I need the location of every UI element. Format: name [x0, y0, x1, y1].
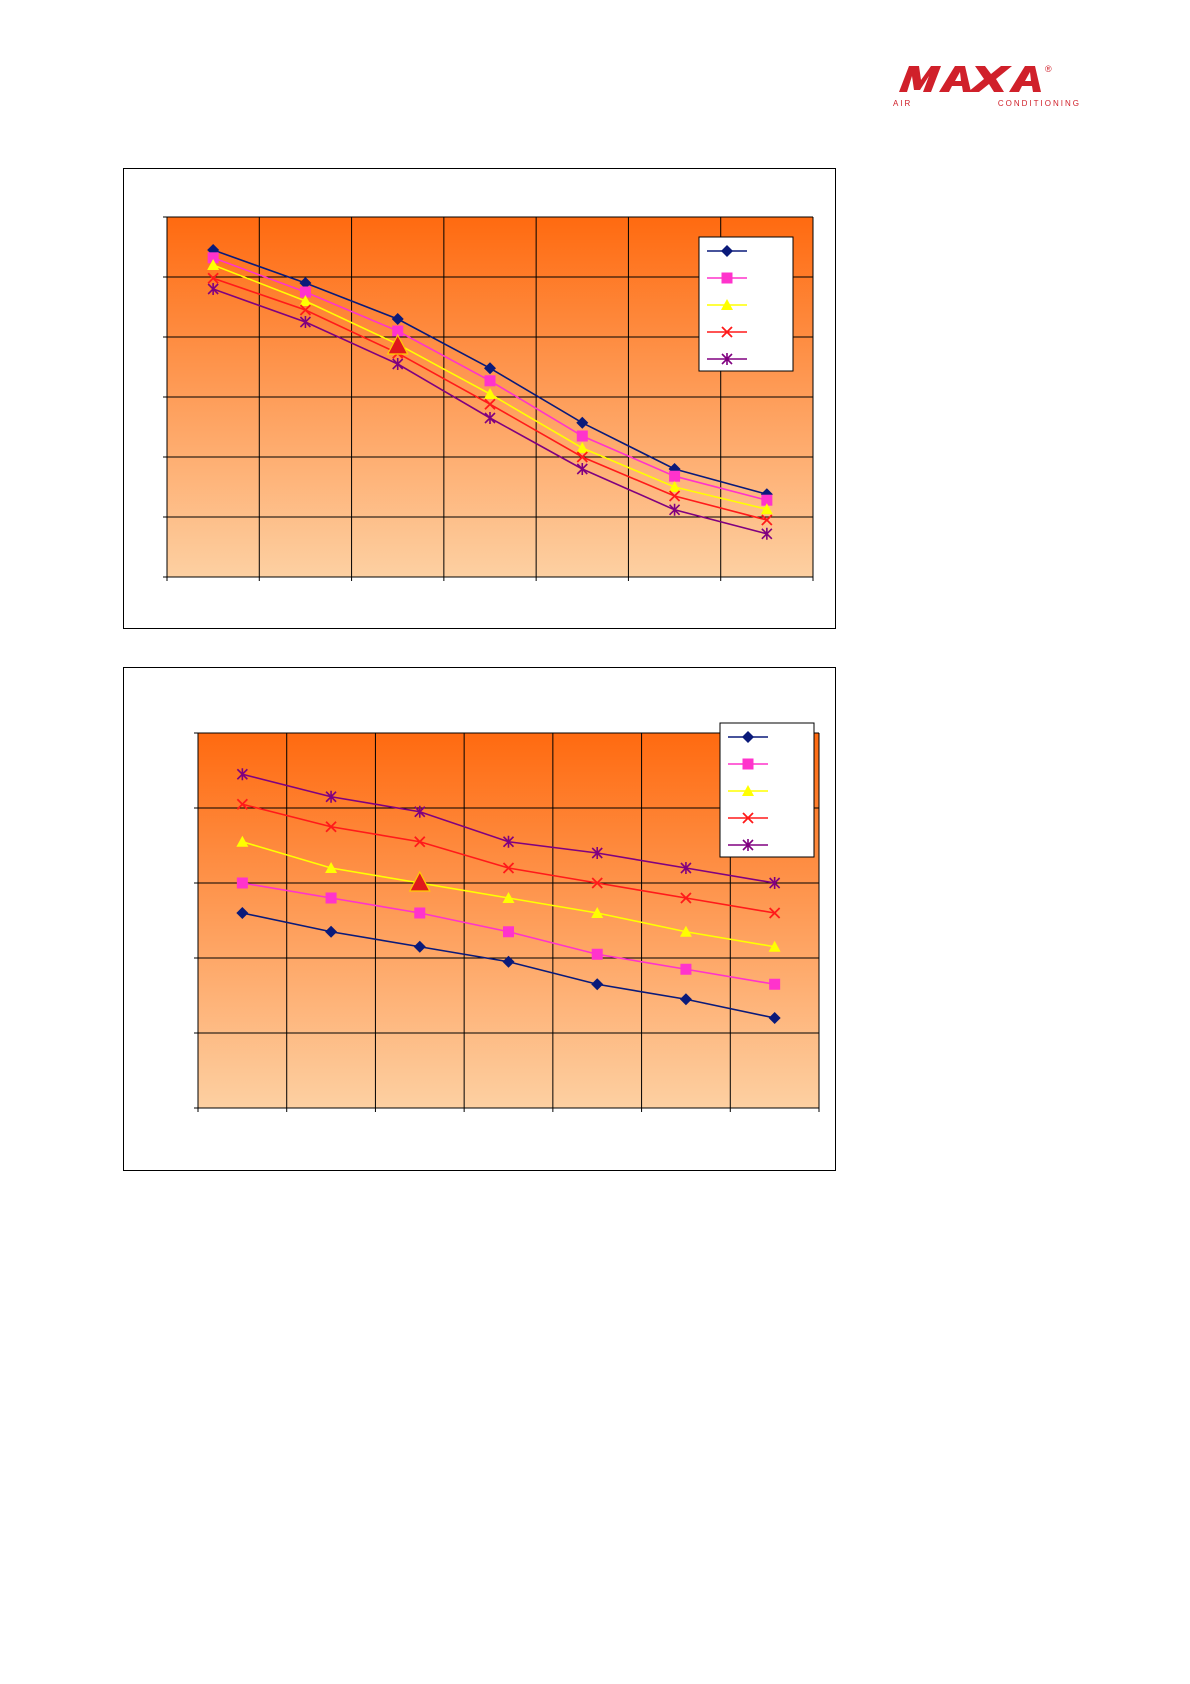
- series-5-point: [502, 835, 515, 848]
- series-5-point: [236, 768, 248, 781]
- series-5-point: [761, 527, 773, 540]
- operating-point-marker: [408, 870, 431, 892]
- chart-2-frame: [123, 667, 836, 1171]
- legend-marker-3: [721, 299, 733, 310]
- legend-marker-4: [721, 326, 733, 338]
- legend-marker-4: [742, 812, 754, 824]
- series-5: [207, 283, 773, 540]
- operating-point-marker: [386, 333, 409, 355]
- series-2: [236, 877, 781, 990]
- series-2-point: [207, 252, 219, 264]
- gridlines: [194, 732, 820, 1112]
- maxa-logo: ® AIR CONDITIONING: [893, 62, 1085, 112]
- series-2-point: [576, 430, 588, 442]
- series-2-point: [299, 286, 311, 298]
- series-5-point: [680, 862, 692, 874]
- series-3-point: [325, 862, 338, 873]
- series-4-point: [484, 398, 496, 410]
- series-4-point: [668, 490, 681, 502]
- series-2: [207, 252, 773, 506]
- logo-tagline: AIR CONDITIONING: [893, 99, 1081, 108]
- series-2-point: [503, 926, 514, 938]
- series-5: [236, 768, 781, 889]
- chart-2: [194, 722, 820, 1112]
- series-1: [236, 907, 781, 1024]
- series-1-point: [391, 313, 404, 325]
- legend-marker-5: [742, 839, 754, 851]
- series-5-point: [299, 316, 311, 328]
- series-3-point: [502, 892, 515, 903]
- series-1-point: [325, 925, 338, 938]
- chart-1: [163, 216, 814, 581]
- series-3-point: [299, 295, 312, 306]
- series-3-point: [207, 259, 220, 270]
- legend-box: [698, 236, 794, 372]
- series-5-point: [669, 503, 681, 516]
- series-5-point: [414, 805, 426, 818]
- series-4-point: [591, 877, 603, 889]
- legend-marker-1: [721, 245, 733, 257]
- series-2-point: [761, 494, 773, 506]
- series-5-point: [591, 847, 603, 859]
- series-5-point: [392, 358, 404, 370]
- series-4-point: [502, 862, 515, 874]
- series-4-point: [207, 272, 219, 284]
- series-1-point: [299, 277, 312, 289]
- legend-marker-5: [721, 353, 733, 365]
- legend-box: [719, 722, 815, 858]
- series-4: [207, 272, 773, 526]
- series-1-point: [484, 362, 496, 375]
- series-3-point: [668, 481, 681, 492]
- series-1-point: [576, 416, 589, 429]
- series-3-point: [484, 388, 496, 399]
- legend-marker-2: [721, 272, 733, 284]
- series-5-point: [769, 877, 781, 889]
- series-1-point: [236, 907, 249, 919]
- series-2-point: [236, 877, 248, 889]
- series-5-point: [576, 463, 588, 475]
- series-1-point: [413, 940, 426, 953]
- series-4-point: [680, 892, 692, 904]
- legend-marker-3: [742, 785, 754, 796]
- plot-area: [198, 733, 819, 1108]
- series-2-point: [669, 470, 681, 482]
- maxa-wordmark: ®: [899, 64, 1052, 92]
- series-4-point: [299, 304, 312, 316]
- series-5-point: [484, 412, 496, 424]
- series-1-point: [591, 978, 604, 991]
- series-4-point: [576, 451, 588, 463]
- series-2-point: [414, 907, 426, 919]
- series-2-point: [484, 375, 496, 387]
- series-3-point: [679, 925, 692, 937]
- series-2-point: [325, 892, 337, 904]
- series-2-point: [591, 948, 603, 960]
- series-4: [236, 798, 781, 919]
- legend: [719, 722, 815, 858]
- series-4-point: [769, 907, 781, 919]
- series-5-point: [325, 790, 337, 803]
- series-3-point: [768, 940, 781, 952]
- series-2-point: [392, 325, 404, 337]
- legend: [698, 236, 794, 372]
- series-5-point: [207, 283, 219, 295]
- series-4-point: [236, 798, 248, 810]
- series-1-point: [502, 955, 515, 968]
- series-1-point: [768, 1012, 781, 1024]
- series-3-point: [760, 503, 773, 515]
- series-3-point: [591, 907, 604, 918]
- series-3-point: [236, 835, 249, 847]
- legend-marker-2: [742, 758, 754, 770]
- series-2-point: [769, 978, 781, 990]
- registered-mark: ®: [1045, 64, 1052, 74]
- series-1-point: [679, 993, 692, 1006]
- legend-marker-1: [742, 731, 754, 743]
- series-4-point: [325, 821, 337, 833]
- series-3-point: [576, 442, 589, 453]
- series-4-point: [761, 514, 773, 526]
- series-2-point: [680, 963, 692, 975]
- series-4-point: [414, 836, 426, 848]
- chart-1-frame: [123, 168, 836, 629]
